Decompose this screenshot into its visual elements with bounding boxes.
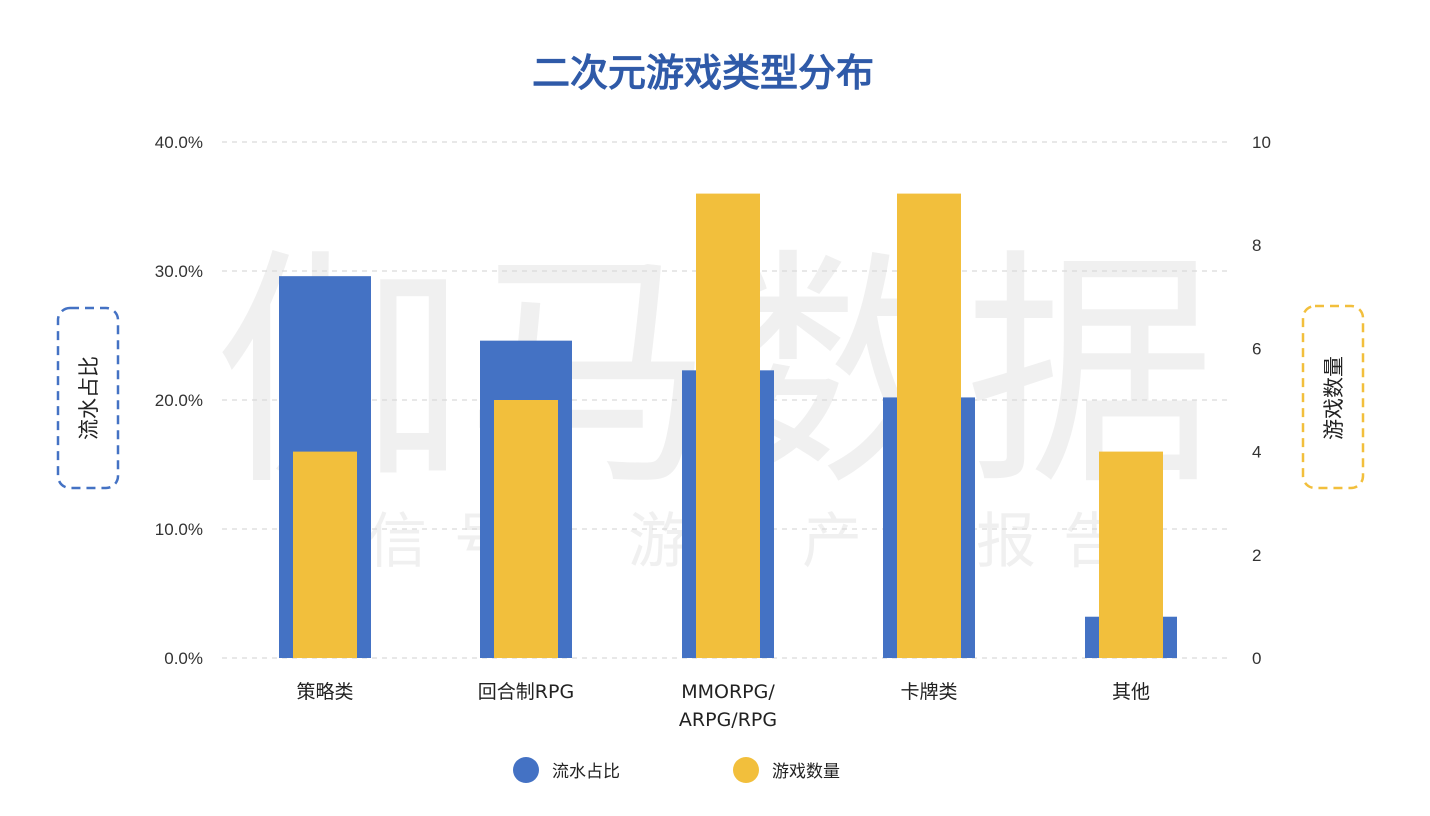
count-bar (897, 193, 961, 658)
category-label: 卡牌类 (900, 681, 957, 703)
right-tick-label: 10 (1252, 133, 1271, 152)
count-bar (1099, 451, 1163, 658)
count-bar (293, 451, 357, 658)
right-axis-title-frame (1301, 304, 1365, 490)
left-axis-title-frame (56, 306, 120, 490)
right-tick-label: 8 (1252, 236, 1261, 255)
right-tick-label: 4 (1252, 443, 1261, 462)
left-tick-label: 0.0% (164, 649, 203, 668)
legend-count-marker (733, 757, 759, 783)
legend-count-label: 游戏数量 (772, 762, 840, 782)
left-axis-ticks: 0.0% 10.0% 20.0% 30.0% 40.0% (155, 133, 203, 668)
chart-title: 二次元游戏类型分布 (532, 51, 874, 95)
legend: 流水占比 游戏数量 (513, 757, 840, 783)
category-label: 策略类 (296, 681, 353, 703)
left-tick-label: 30.0% (155, 262, 203, 281)
right-tick-label: 2 (1252, 546, 1261, 565)
left-tick-label: 10.0% (155, 520, 203, 539)
legend-share-label: 流水占比 (552, 762, 620, 782)
left-tick-label: 40.0% (155, 133, 203, 152)
right-axis-title-box: 游戏数量 (1301, 304, 1365, 490)
left-axis-title-box: 流水占比 (56, 306, 120, 490)
category-labels: 策略类 回合制RPG MMORPG/ARPG/RPG 卡牌类 其他 (296, 681, 1150, 731)
category-label: 回合制RPG (478, 681, 574, 703)
category-label: 其他 (1112, 681, 1150, 703)
right-axis-title: 游戏数量 (1322, 356, 1346, 440)
count-bar (494, 400, 558, 658)
legend-share-marker (513, 757, 539, 783)
category-label: MMORPG/ARPG/RPG (679, 681, 777, 731)
count-bar (696, 193, 760, 658)
count-bars (293, 193, 1163, 658)
left-tick-label: 20.0% (155, 391, 203, 410)
right-tick-label: 6 (1252, 339, 1261, 358)
right-tick-label: 0 (1252, 649, 1261, 668)
right-axis-ticks: 0 2 4 6 8 10 (1252, 133, 1271, 668)
left-axis-title: 流水占比 (77, 356, 101, 440)
